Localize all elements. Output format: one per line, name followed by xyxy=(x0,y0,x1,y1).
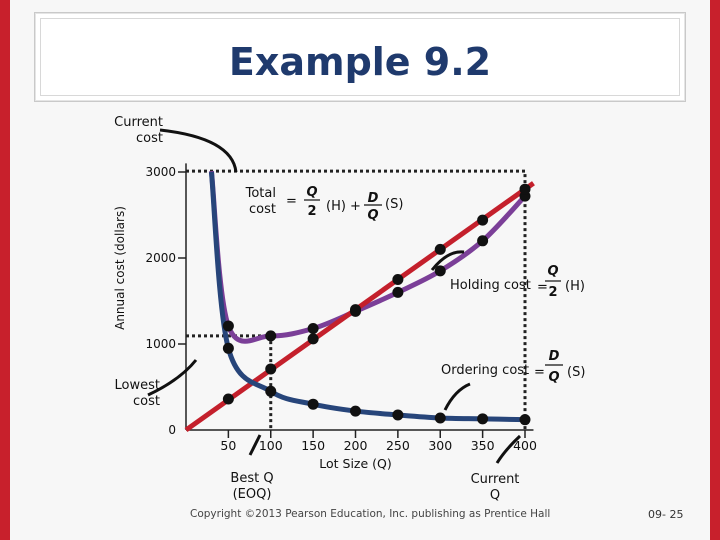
right-frame-bar xyxy=(710,0,720,540)
equals-sign: = xyxy=(286,194,297,209)
x-tick-label: 150 xyxy=(301,438,325,453)
total-cost-point xyxy=(265,330,277,342)
total-cost-label: cost xyxy=(249,202,276,217)
lowest-cost-callout xyxy=(147,359,198,397)
current-cost-label: Current xyxy=(114,115,163,130)
best-q-callout xyxy=(248,434,262,456)
ordering-cost-point xyxy=(519,414,531,426)
total-cost-point xyxy=(307,323,319,335)
total-cost-point xyxy=(392,286,404,298)
current-q-label: Current xyxy=(471,472,520,487)
ordering-cost-point xyxy=(350,405,361,417)
best-q-label: Best Q xyxy=(230,471,273,486)
best-q-label: (EOQ) xyxy=(233,487,272,502)
holding-cost-point xyxy=(392,274,404,285)
ordering-cost-point xyxy=(307,398,319,410)
lowest-cost-label: Lowest xyxy=(115,378,160,393)
holding-cost-point xyxy=(519,183,531,195)
left-frame-bar xyxy=(0,0,10,540)
total-cost-label: Total xyxy=(245,186,276,201)
x-tick-label: 300 xyxy=(428,438,452,453)
current-q-guide xyxy=(186,169,527,430)
x-tick-label: 50 xyxy=(220,438,236,453)
ordering-cost-point xyxy=(222,342,234,354)
ordering-cost-point xyxy=(477,413,489,425)
formula-term: D xyxy=(368,191,379,206)
current-cost-callout xyxy=(159,128,238,173)
lowest-cost-label: cost xyxy=(133,394,160,409)
slide-title: Example 9.2 xyxy=(228,40,492,84)
formula-term: D xyxy=(549,349,560,364)
ordering-callout xyxy=(443,382,471,411)
slide-number: 09- 25 xyxy=(648,508,684,521)
x-tick-label: 100 xyxy=(259,438,283,453)
equals-sign: = xyxy=(537,280,548,295)
title-box-inner xyxy=(40,18,680,96)
holding-cost-point xyxy=(477,214,489,226)
y-tick-label: 3000 xyxy=(145,165,176,179)
formula-term: (H) xyxy=(565,279,585,294)
x-tick-label: 350 xyxy=(471,438,495,453)
formula-term: (S) xyxy=(385,197,403,212)
y-tick-label: 2000 xyxy=(145,251,176,265)
holding-cost-label: Holding cost xyxy=(450,278,531,293)
holding-cost-point xyxy=(265,363,277,375)
formula-term: Q xyxy=(548,370,559,385)
current-q-label: Q xyxy=(490,488,500,503)
holding-callout xyxy=(430,250,465,271)
current-q-callout xyxy=(495,434,522,464)
y-axis-label: Annual cost (dollars) xyxy=(113,206,127,330)
formula-term: (H) + xyxy=(326,199,361,214)
current-cost-label: cost xyxy=(136,131,163,146)
x-tick-label: 400 xyxy=(513,438,537,453)
formula-term: 2 xyxy=(548,285,557,300)
formula-term: Q xyxy=(306,185,317,200)
ordering-cost-point xyxy=(265,385,277,397)
formula-term: Q xyxy=(367,208,378,223)
holding-cost-point xyxy=(222,393,234,405)
formula-term: 2 xyxy=(307,204,316,219)
ordering-cost-label: Ordering cost xyxy=(441,363,529,378)
holding-cost-point xyxy=(434,243,446,255)
total-cost-point xyxy=(434,265,446,277)
holding-cost-point xyxy=(307,333,319,345)
total-cost-point xyxy=(477,235,489,247)
y-tick-label: 0 xyxy=(168,423,176,437)
x-tick-label: 250 xyxy=(386,438,410,453)
title-box-outer xyxy=(34,12,686,102)
x-tick-label: 200 xyxy=(344,438,368,453)
formula-term: Q xyxy=(547,264,558,279)
holding-cost-point xyxy=(350,304,361,316)
copyright-footer: Copyright ©2013 Pearson Education, Inc. … xyxy=(190,508,551,520)
formula-term: (S) xyxy=(567,365,585,380)
y-tick-label: 1000 xyxy=(145,337,176,351)
equals-sign: = xyxy=(534,365,545,380)
x-axis-label: Lot Size (Q) xyxy=(319,456,392,471)
total-cost-point xyxy=(222,320,234,332)
ordering-cost-point xyxy=(434,412,446,424)
ordering-cost-point xyxy=(392,409,404,421)
